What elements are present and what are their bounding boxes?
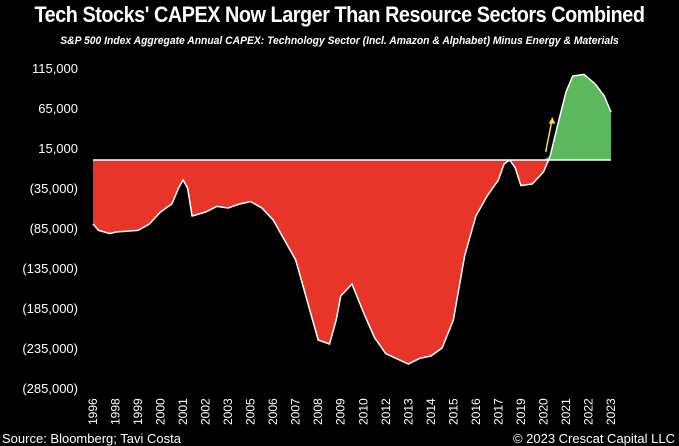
x-tick-label: 2012 xyxy=(379,398,393,425)
y-tick-label: (185,000) xyxy=(22,301,78,316)
x-tick-label: 2003 xyxy=(221,398,235,425)
source-note: Source: Bloomberg; Tavi Costa xyxy=(2,431,181,446)
y-tick-label: (35,000) xyxy=(30,181,78,196)
positive-area xyxy=(93,74,611,160)
negative-area xyxy=(93,160,611,364)
y-tick-label: 15,000 xyxy=(38,141,78,156)
copyright-note: © 2023 Crescat Capital LLC xyxy=(512,431,675,446)
chart-title: Tech Stocks' CAPEX Now Larger Than Resou… xyxy=(34,2,645,27)
x-tick-label: 2006 xyxy=(266,398,280,425)
x-tick-label: 2020 xyxy=(536,398,550,425)
x-tick-label: 2015 xyxy=(446,398,460,425)
x-tick-label: 2017 xyxy=(491,398,505,425)
x-tick-label: 1996 xyxy=(86,398,100,425)
y-tick-label: (235,000) xyxy=(22,341,78,356)
x-tick-label: 2021 xyxy=(559,398,573,425)
x-tick-label: 2016 xyxy=(469,398,483,425)
x-tick-label: 2009 xyxy=(334,398,348,425)
x-tick-label: 1998 xyxy=(109,398,123,425)
y-tick-label: 65,000 xyxy=(38,101,78,116)
x-tick-label: 2014 xyxy=(424,398,438,425)
x-tick-label: 2008 xyxy=(311,398,325,425)
series-line xyxy=(92,73,612,365)
x-tick-label: 2019 xyxy=(514,398,528,425)
x-tick-label: 2002 xyxy=(199,398,213,425)
x-tick-label: 2023 xyxy=(604,398,618,425)
x-tick-label: 2022 xyxy=(581,398,595,425)
x-tick-label: 2005 xyxy=(244,398,258,425)
chart-subtitle: S&P 500 Index Aggregate Annual CAPEX: Te… xyxy=(60,35,619,47)
x-tick-label: 2007 xyxy=(289,398,303,425)
y-tick-label: (285,000) xyxy=(22,381,78,396)
x-tick-label: 2000 xyxy=(154,398,168,425)
y-tick-label: 115,000 xyxy=(32,61,78,76)
x-tick-label: 2013 xyxy=(401,398,415,425)
x-tick-label: 2001 xyxy=(176,398,190,425)
arrow-head-icon xyxy=(548,117,556,124)
y-tick-label: (85,000) xyxy=(30,221,78,236)
x-tick-label: 2010 xyxy=(356,398,370,425)
y-tick-label: (135,000) xyxy=(22,261,78,276)
x-tick-label: 1999 xyxy=(131,398,145,425)
